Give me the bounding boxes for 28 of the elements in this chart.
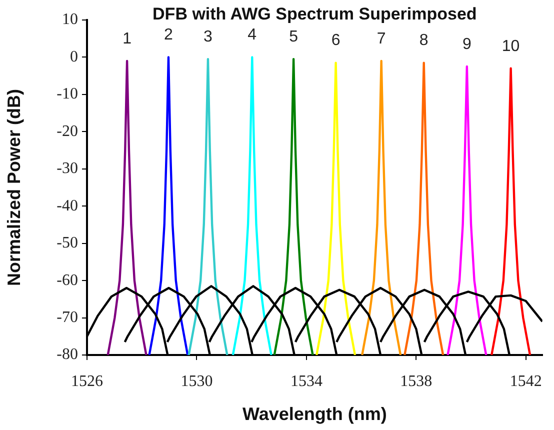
x-tick-label: 1538 [400,372,432,390]
series-label: 4 [248,26,257,44]
chart-title: DFB with AWG Spectrum Superimposed [152,4,477,24]
y-tick-label: -70 [56,308,78,326]
y-tick-label: -60 [56,272,78,289]
series-label: 1 [122,30,132,48]
series-label: 5 [289,28,298,46]
y-tick-label: 10 [62,11,78,28]
y-tick-label: -40 [56,197,78,214]
series-label: 10 [502,38,520,55]
x-tick-label: 1534 [290,372,322,390]
y-tick-label: -50 [56,234,78,252]
y-axis-title: Normalized Power (dB) [4,88,24,286]
series-label: 8 [419,32,428,50]
x-tick-label: 1542 [510,372,542,390]
series-label: 3 [204,28,213,46]
x-axis-title: Wavelength (nm) [242,404,387,424]
series-label: 7 [376,30,386,48]
y-tick-label: 0 [70,48,78,66]
series-label: 6 [331,32,340,50]
y-tick-label: -30 [56,160,78,178]
x-tick-label: 1530 [180,372,213,390]
series-label: 2 [164,26,174,44]
y-tick-label: -10 [56,86,78,103]
y-tick-label: -20 [56,122,78,140]
y-tick-label: -80 [56,346,78,364]
series-label: 9 [462,36,472,53]
x-tick-label: 1526 [71,372,103,390]
